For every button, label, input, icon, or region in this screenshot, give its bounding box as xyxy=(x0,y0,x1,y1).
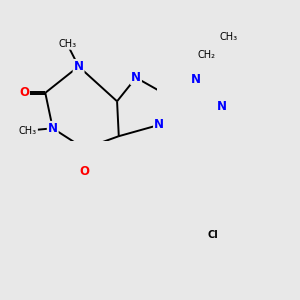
Text: CH₃: CH₃ xyxy=(19,126,37,136)
Text: N: N xyxy=(217,100,226,113)
Text: N: N xyxy=(74,60,84,73)
Text: N: N xyxy=(191,74,201,86)
Text: N: N xyxy=(154,118,164,131)
Text: CH₂: CH₂ xyxy=(197,50,215,60)
Text: O: O xyxy=(19,86,29,99)
Text: N: N xyxy=(48,122,58,135)
Text: N: N xyxy=(131,71,141,84)
Text: CH₃: CH₃ xyxy=(220,32,238,42)
Text: CH₃: CH₃ xyxy=(58,39,76,49)
Text: Cl: Cl xyxy=(207,230,218,240)
Text: O: O xyxy=(79,165,89,178)
